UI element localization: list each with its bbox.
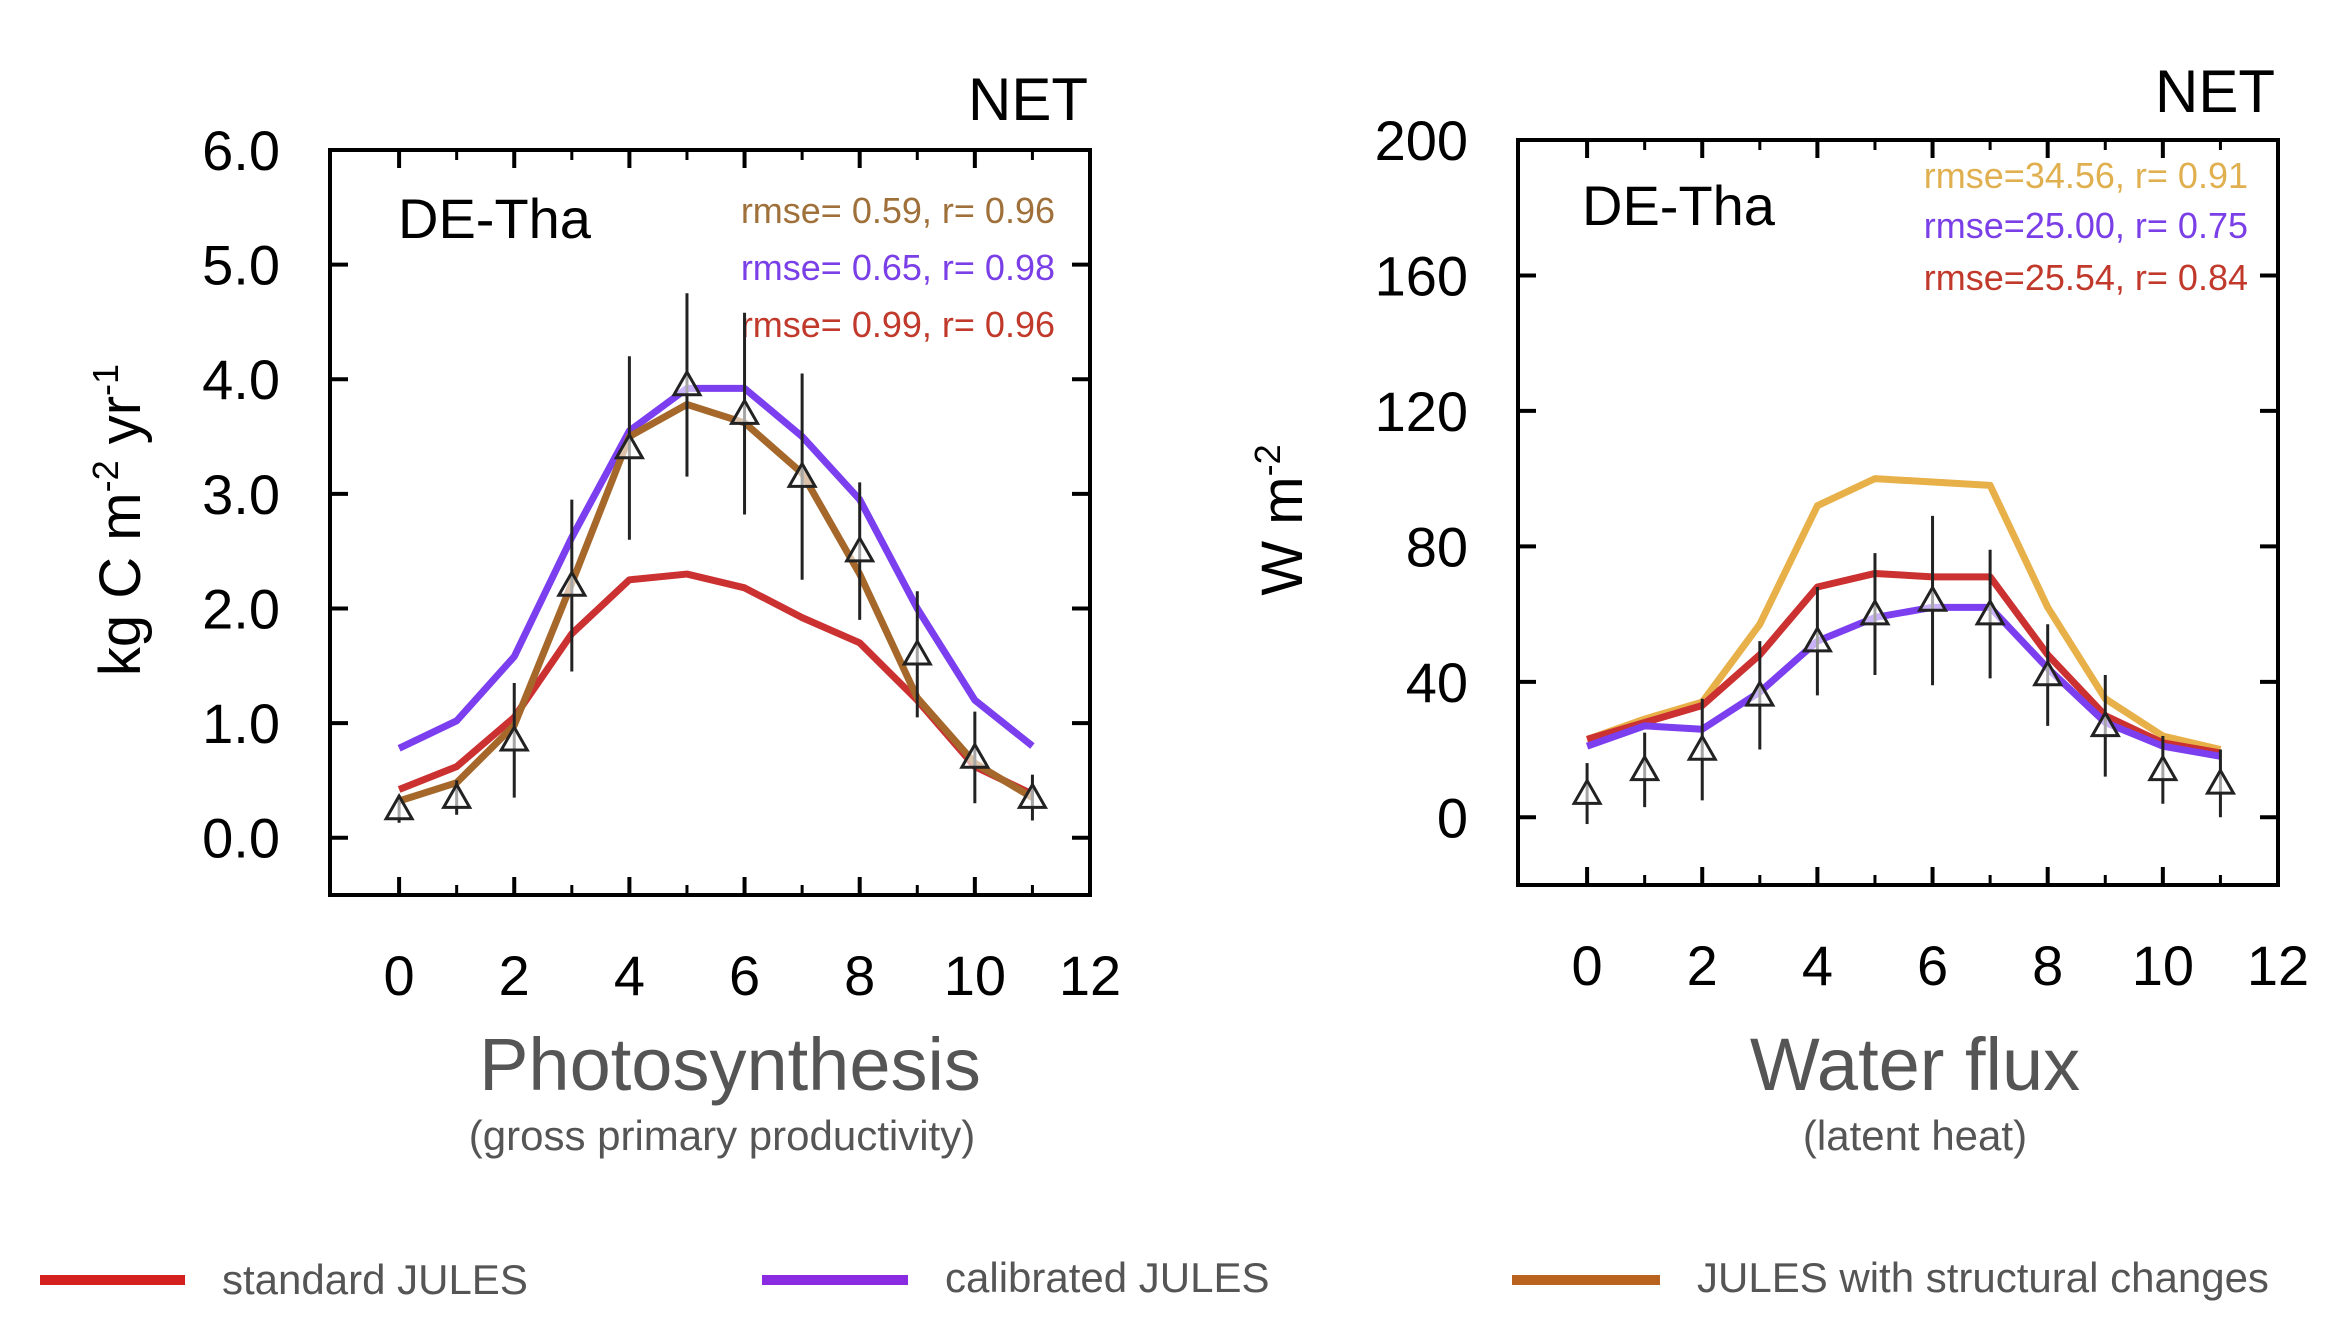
- latent-heat-obs-point-1: [1629, 753, 1661, 782]
- latent-heat-obs-point-4: [1801, 625, 1833, 653]
- gpp-panel-subtitle: (gross primary productivity): [469, 1112, 975, 1159]
- latent-heat-obs-point-2: [1686, 733, 1718, 761]
- gpp-obs-point-1: [441, 781, 473, 809]
- gpp-site-label: DE-Tha: [398, 187, 592, 250]
- gpp-stat-standard: rmse= 0.99, r= 0.96: [741, 304, 1055, 345]
- gpp-obs-point-4: [613, 431, 645, 460]
- latent-heat-stat-structural: rmse=34.56, r= 0.91: [1924, 155, 2248, 196]
- legend-label-structural: JULES with structural changes: [1697, 1254, 2269, 1301]
- latent-heat-obs-point-9: [2089, 709, 2121, 738]
- gpp-obs-point-9: [901, 638, 933, 666]
- latent-heat-obs-point-3: [1744, 679, 1776, 707]
- latent-heat-obs-point-0: [1571, 777, 1603, 805]
- legend-item-calibrated: calibrated JULES: [762, 1254, 1270, 1301]
- latent-heat-xtick-label-2: 2: [1687, 934, 1718, 997]
- latent-heat-stat-calibrated: rmse=25.00, r= 0.75: [1924, 205, 2248, 246]
- gpp-y-axis-label: kg C m-2 yr-1: [85, 364, 153, 676]
- latent-heat-plot-frame: [1516, 138, 2280, 887]
- gpp-ytick-label-2: 2.0: [202, 577, 280, 640]
- latent-heat-xtick-label-6: 6: [1917, 934, 1948, 997]
- gpp-obs-point-0: [383, 793, 415, 821]
- gpp-ytick-label-1: 1.0: [202, 692, 280, 755]
- latent-heat-obs-point-6: [1916, 584, 1949, 612]
- gpp-observations: [383, 293, 1049, 823]
- latent-heat-xtick-label-0: 0: [1572, 934, 1603, 997]
- latent-heat-xtick-label-10: 10: [2132, 934, 2194, 997]
- gpp-ticks: 0 2 4 6 8 10 12 0.0 1.0 2.0 3.0 4.0 5.0 6.0: [202, 119, 1121, 1007]
- gpp-line-structural: [398, 400, 1035, 805]
- latent-heat-line-calibrated: [1585, 603, 2222, 760]
- gpp-obs-point-8: [844, 535, 876, 563]
- latent-heat-corner-label: NET: [2155, 58, 2275, 125]
- gpp-ytick-label-0: 0.0: [202, 807, 280, 870]
- latent-heat-ytick-label-5: 200: [1375, 109, 1468, 172]
- latent-heat-obs-point-10: [2147, 753, 2179, 782]
- gpp-ytick-label-5: 5.0: [202, 234, 280, 297]
- gpp-obs-point-2: [498, 724, 530, 752]
- gpp-obs-point-10: [959, 741, 991, 769]
- latent-heat-ytick-label-3: 120: [1375, 380, 1468, 443]
- legend-item-structural: JULES with structural changes: [1512, 1254, 2269, 1301]
- gpp-obs-point-5: [671, 368, 703, 397]
- gpp-panel-title: Photosynthesis: [479, 1023, 981, 1106]
- gpp-xtick-label-12: 12: [1059, 944, 1121, 1007]
- gpp-xtick-label-8: 8: [844, 944, 875, 1007]
- legend-label-standard: standard JULES: [222, 1256, 528, 1303]
- gpp-ytick-label-6: 6.0: [202, 119, 280, 182]
- latent-heat-stat-standard: rmse=25.54, r= 0.84: [1924, 257, 2248, 298]
- latent-heat-obs-point-5: [1859, 598, 1891, 626]
- legend-label-calibrated: calibrated JULES: [945, 1254, 1270, 1301]
- gpp-xtick-label-2: 2: [499, 944, 530, 1007]
- gpp-xtick-label-4: 4: [614, 944, 645, 1007]
- gpp-obs-point-7: [786, 460, 818, 488]
- gpp-plot-frame: [328, 148, 1092, 897]
- gpp-stat-calibrated: rmse= 0.65, r= 0.98: [741, 247, 1055, 288]
- latent-heat-obs-point-11: [2204, 767, 2237, 795]
- latent-heat-ytick-label-2: 80: [1406, 515, 1468, 578]
- latent-heat-observations: [1571, 515, 2237, 825]
- latent-heat-panel-subtitle: (latent heat): [1803, 1112, 2027, 1159]
- latent-heat-y-axis-label: W m-2: [1247, 444, 1315, 595]
- gpp-line-calibrated: [397, 384, 1035, 752]
- gpp-xtick-label-6: 6: [729, 944, 760, 1007]
- latent-heat-xtick-label-8: 8: [2032, 934, 2063, 997]
- gpp-panel: NET DE-Tha rmse= 0.59, r= 0.96 rmse= 0.6…: [85, 66, 1121, 1159]
- latent-heat-line-standard: [1586, 569, 2222, 757]
- latent-heat-xtick-label-4: 4: [1802, 934, 1833, 997]
- latent-heat-xtick-label-12: 12: [2247, 934, 2309, 997]
- gpp-obs-point-6: [728, 397, 761, 425]
- latent-heat-panel: NET DE-Tha rmse=34.56, r= 0.91 rmse=25.0…: [1247, 58, 2309, 1159]
- gpp-obs-point-3: [556, 569, 588, 597]
- gpp-xtick-label-10: 10: [944, 944, 1006, 1007]
- gpp-obs-point-11: [1016, 781, 1049, 809]
- gpp-ytick-label-3: 3.0: [202, 463, 280, 526]
- gpp-series: [397, 384, 1035, 805]
- legend-item-standard: standard JULES: [40, 1256, 528, 1303]
- gpp-ytick-label-4: 4.0: [202, 348, 280, 411]
- gpp-xtick-label-0: 0: [384, 944, 415, 1007]
- latent-heat-ytick-label-0: 0: [1437, 786, 1468, 849]
- latent-heat-panel-title: Water flux: [1750, 1023, 2080, 1106]
- latent-heat-obs-point-8: [2032, 659, 2064, 687]
- latent-heat-ytick-label-4: 160: [1375, 244, 1468, 307]
- latent-heat-series: [1585, 475, 2222, 760]
- latent-heat-obs-point-7: [1974, 598, 2006, 626]
- gpp-corner-label: NET: [968, 66, 1088, 133]
- latent-heat-ytick-label-1: 40: [1406, 651, 1468, 714]
- gpp-stat-structural: rmse= 0.59, r= 0.96: [741, 190, 1055, 231]
- latent-heat-site-label: DE-Tha: [1582, 174, 1776, 237]
- legend: standard JULES calibrated JULES JULES wi…: [40, 1254, 2269, 1303]
